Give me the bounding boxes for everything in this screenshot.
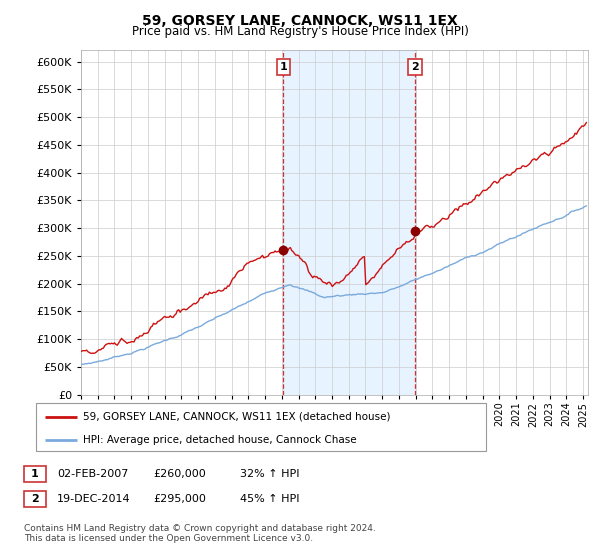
Text: 02-FEB-2007: 02-FEB-2007 <box>57 469 128 479</box>
Text: 45% ↑ HPI: 45% ↑ HPI <box>240 494 299 504</box>
Text: 32% ↑ HPI: 32% ↑ HPI <box>240 469 299 479</box>
Text: 59, GORSEY LANE, CANNOCK, WS11 1EX (detached house): 59, GORSEY LANE, CANNOCK, WS11 1EX (deta… <box>83 412 391 422</box>
Text: 2: 2 <box>411 62 419 72</box>
Text: £260,000: £260,000 <box>153 469 206 479</box>
Bar <box>283 50 415 395</box>
Text: £295,000: £295,000 <box>153 494 206 504</box>
Text: HPI: Average price, detached house, Cannock Chase: HPI: Average price, detached house, Cann… <box>83 435 357 445</box>
Text: 59, GORSEY LANE, CANNOCK, WS11 1EX: 59, GORSEY LANE, CANNOCK, WS11 1EX <box>142 14 458 28</box>
Text: Price paid vs. HM Land Registry's House Price Index (HPI): Price paid vs. HM Land Registry's House … <box>131 25 469 38</box>
Text: 19-DEC-2014: 19-DEC-2014 <box>57 494 131 504</box>
Text: 2: 2 <box>31 494 38 504</box>
FancyBboxPatch shape <box>36 403 486 451</box>
Text: Contains HM Land Registry data © Crown copyright and database right 2024.
This d: Contains HM Land Registry data © Crown c… <box>24 524 376 543</box>
Text: 1: 1 <box>280 62 287 72</box>
Text: 1: 1 <box>31 469 38 479</box>
